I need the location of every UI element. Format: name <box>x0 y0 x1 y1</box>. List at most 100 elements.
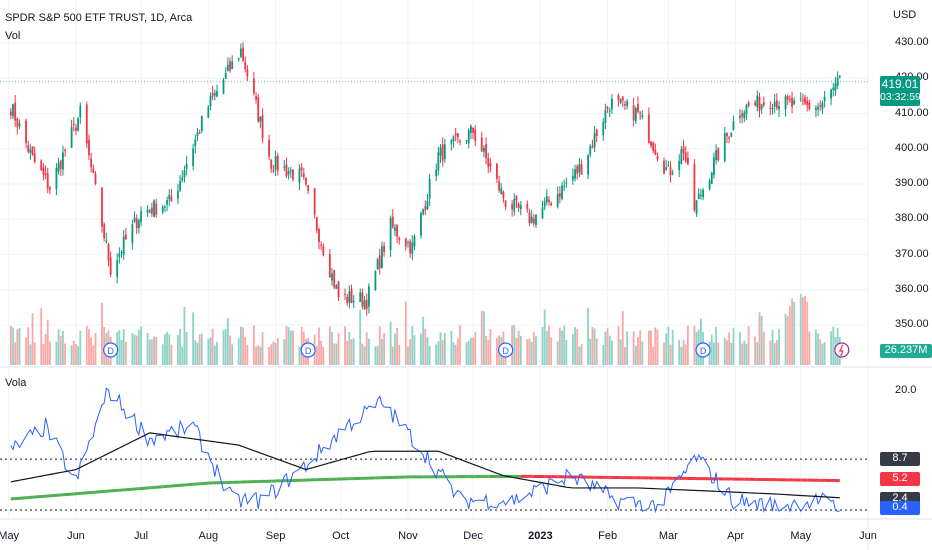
candle-body <box>259 116 262 122</box>
candle-body <box>663 160 665 174</box>
candle-body <box>428 178 431 199</box>
volume-bar <box>318 327 320 365</box>
vola-value-badge: 8.7 <box>880 452 920 467</box>
candle-body <box>285 164 288 177</box>
volume-bar <box>211 328 214 365</box>
candle-body <box>404 238 407 247</box>
candle-body <box>367 286 370 307</box>
candle-body <box>608 110 611 112</box>
volume-bar <box>213 345 216 365</box>
volume-bar <box>637 337 639 365</box>
candle-body <box>298 168 301 183</box>
candle-body <box>656 156 659 160</box>
volume-bar <box>75 343 77 365</box>
candle-body <box>639 112 642 114</box>
candle-body <box>485 144 487 159</box>
volume-bar <box>120 339 123 365</box>
candle-body <box>381 246 383 268</box>
volume-bar <box>756 342 759 365</box>
volume-bar <box>561 330 563 365</box>
vola-value-badge: 5.2 <box>880 471 920 486</box>
candle-body <box>322 246 325 255</box>
candle-body <box>680 149 683 165</box>
volume-bar <box>511 325 514 365</box>
dividend-marker-icon <box>695 342 711 358</box>
volume-bar <box>595 338 598 365</box>
time-tick-label: Sep <box>265 530 286 542</box>
last-price-badge: 419.01 03:32:59 <box>880 76 921 106</box>
candle-body <box>550 203 553 206</box>
candle-body <box>801 100 804 102</box>
volume-bar <box>333 343 336 365</box>
candle-body <box>728 137 731 139</box>
volume-bar <box>72 340 75 365</box>
volume-bar <box>94 332 97 365</box>
candle-body <box>741 113 744 117</box>
volume-bar <box>92 345 95 365</box>
volume-bar <box>389 321 392 365</box>
candle-body <box>519 205 522 210</box>
volume-bar <box>231 344 234 365</box>
lightning-icon <box>838 344 844 357</box>
volume-bar <box>754 336 757 365</box>
candle-body <box>808 102 811 110</box>
candle-body <box>109 257 112 275</box>
candle-body <box>161 207 164 213</box>
volume-bar <box>348 332 351 365</box>
volume-bar <box>656 329 659 365</box>
candle-body <box>59 160 62 169</box>
candle-body <box>619 99 622 103</box>
volume-bar <box>200 333 203 365</box>
volume-bar <box>259 346 262 365</box>
candle-body <box>107 244 110 261</box>
candle-body <box>133 217 136 222</box>
volume-bar <box>237 338 240 365</box>
candle-body <box>530 216 533 223</box>
candle-body <box>591 146 594 148</box>
candle-body <box>179 180 182 191</box>
candle-body <box>166 200 169 205</box>
volume-bar <box>255 346 257 365</box>
candle-body <box>517 203 520 209</box>
candle-body <box>198 132 201 134</box>
price-tick-label: 400.00 <box>895 141 929 154</box>
volume-bar <box>268 346 270 365</box>
volume-bar <box>580 344 583 365</box>
volume-bar <box>374 346 377 365</box>
volume-bar <box>611 340 613 365</box>
candle-body <box>48 187 51 190</box>
candle-body <box>574 169 576 179</box>
volume-bar <box>808 331 811 365</box>
volume-bar <box>118 330 121 365</box>
candles-group <box>9 42 841 316</box>
volume-bar <box>55 341 58 365</box>
candle-body <box>556 194 559 207</box>
candle-body <box>693 164 696 211</box>
volume-bar <box>465 342 468 365</box>
volume-bar <box>489 329 492 365</box>
volume-bar <box>177 334 179 365</box>
candle-body <box>786 96 789 100</box>
candle-body <box>580 163 583 175</box>
volume-bar <box>487 339 490 365</box>
candle-body <box>302 173 305 178</box>
volume-bar <box>741 343 744 365</box>
candle-body <box>804 97 806 104</box>
candle-body <box>72 123 75 125</box>
candle-body <box>606 106 609 110</box>
volume-bar <box>40 308 43 365</box>
candle-body <box>12 104 14 117</box>
candle-body <box>589 146 592 155</box>
time-tick-label: 2023 <box>528 530 553 542</box>
volume-bar <box>196 342 199 365</box>
candle-body <box>788 99 791 101</box>
volume-bar <box>133 334 136 365</box>
vola-indicator-label: Vola <box>5 377 27 389</box>
volume-bar <box>62 331 64 365</box>
candle-body <box>411 242 414 254</box>
candle-body <box>587 155 589 175</box>
volume-bar <box>85 325 88 365</box>
volume-bar <box>57 329 60 365</box>
time-tick-label: Mar <box>658 530 678 542</box>
volume-bar <box>541 327 544 365</box>
